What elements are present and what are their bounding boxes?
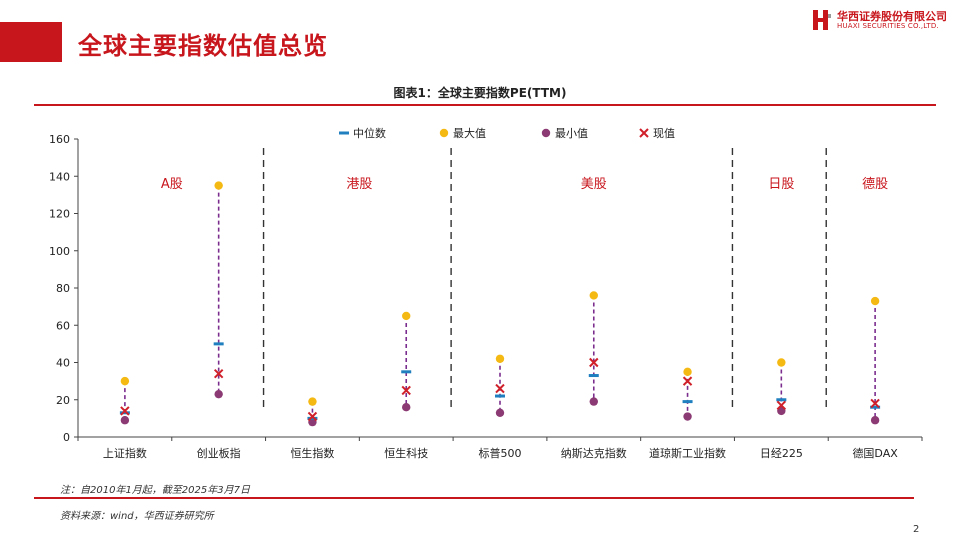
group-label: 美股	[581, 177, 607, 192]
group-label: 德股	[862, 177, 888, 192]
point-min	[683, 412, 692, 421]
source-note: 资料来源：wind，华西证券研究所	[60, 511, 214, 522]
chart-title: 图表1：全球主要指数PE(TTM)	[393, 86, 567, 100]
point-min	[402, 403, 411, 412]
y-tick-label: 40	[56, 357, 70, 370]
chart-axes: 0 20 40 60 80 100 120 140 160 上证指数 创业板指 恒生指数 恒生科技 标普5…	[49, 133, 923, 460]
group-separators	[262, 148, 827, 410]
company-logo: 华西证券股份有限公司 HUAXI SECURITIES CO.,LTD.	[813, 8, 953, 34]
legend-label: 中位数	[353, 126, 386, 140]
x-stroke	[870, 398, 880, 409]
page-title: 全球主要指数估值总览	[78, 32, 328, 60]
point-min	[120, 416, 130, 425]
point-current	[401, 385, 411, 396]
point-max	[120, 376, 130, 386]
group-label: 日股	[768, 177, 794, 192]
y-tick-label: 20	[56, 394, 70, 407]
point-max	[495, 354, 505, 363]
page-number: 2	[913, 524, 920, 535]
legend-label: 现值	[653, 127, 675, 140]
x-stroke	[682, 376, 693, 386]
point-current	[307, 411, 318, 422]
logo-company-name-cn: 华西证券股份有限公司	[837, 10, 947, 23]
y-tick-label: 160	[49, 133, 70, 146]
x-tick-label: 上证指数	[103, 446, 147, 460]
legend-label: 最小值	[555, 127, 588, 140]
x-stroke	[589, 357, 599, 368]
x-tick-label: 德国DAX	[852, 446, 898, 460]
x-tick-label: 标普500	[479, 446, 522, 460]
legend-label: 最大值	[453, 126, 486, 140]
point-min	[870, 416, 880, 425]
point-current	[776, 400, 787, 411]
footnote: 注：自2010年1月起，截至2025年3月7日	[60, 485, 250, 496]
y-tick-label: 100	[49, 245, 70, 258]
point-current	[495, 383, 505, 394]
x-stroke	[213, 368, 224, 379]
point-current	[120, 406, 130, 416]
x-stroke	[401, 385, 411, 396]
chart-marks	[119, 181, 881, 427]
y-tick-label: 60	[56, 319, 70, 332]
group-label: A股	[161, 177, 183, 192]
logo-company-name-en: HUAXI SECURITIES CO.,LTD.	[837, 22, 939, 30]
y-tick-label: 120	[49, 208, 70, 221]
point-max	[214, 181, 223, 190]
x-tick-label: 日经225	[760, 447, 803, 460]
x-tick-label: 纳斯达克指数	[561, 446, 627, 460]
title-accent-block	[0, 22, 62, 62]
y-tick-label: 0	[63, 431, 70, 444]
point-max	[683, 367, 692, 377]
point-current	[870, 398, 880, 409]
legend-marker-current	[639, 128, 649, 138]
x-stroke	[639, 128, 649, 138]
point-current	[682, 376, 693, 386]
point-current	[213, 368, 224, 379]
range-lines	[124, 185, 876, 423]
x-tick-label: 恒生指数	[290, 446, 334, 460]
x-stroke	[120, 406, 130, 416]
point-max	[589, 291, 598, 300]
pe-range-chart: 0 20 40 60 80 100 120 140 160 上证指数 创业板指 恒生指数 恒生科技 标普5…	[49, 126, 923, 460]
x-stroke	[776, 400, 787, 411]
point-max	[870, 296, 880, 306]
x-tick-label: 恒生科技	[384, 446, 428, 460]
group-labels: A股 港股 美股 日股 德股	[161, 177, 888, 192]
x-tick-label: 创业板指	[197, 446, 241, 460]
point-min	[589, 397, 598, 406]
x-tick-label: 道琼斯工业指数	[649, 446, 726, 460]
x-stroke	[307, 411, 318, 422]
y-tick-label: 80	[56, 282, 70, 295]
point-max	[402, 311, 411, 321]
y-tick-label: 140	[49, 170, 70, 183]
legend-marker-max	[439, 128, 449, 138]
footnote-divider	[34, 497, 914, 499]
legend-marker-min	[541, 128, 551, 138]
title-divider	[34, 104, 936, 106]
point-min	[214, 389, 223, 399]
point-min	[495, 408, 505, 417]
point-max	[777, 358, 786, 367]
point-max	[308, 397, 317, 406]
point-current	[589, 357, 599, 368]
chart-legend: 中位数 最大值 最小值 现值	[339, 126, 675, 140]
group-label: 港股	[346, 177, 372, 192]
x-stroke	[495, 383, 505, 394]
logo-mark-icon	[813, 10, 831, 30]
